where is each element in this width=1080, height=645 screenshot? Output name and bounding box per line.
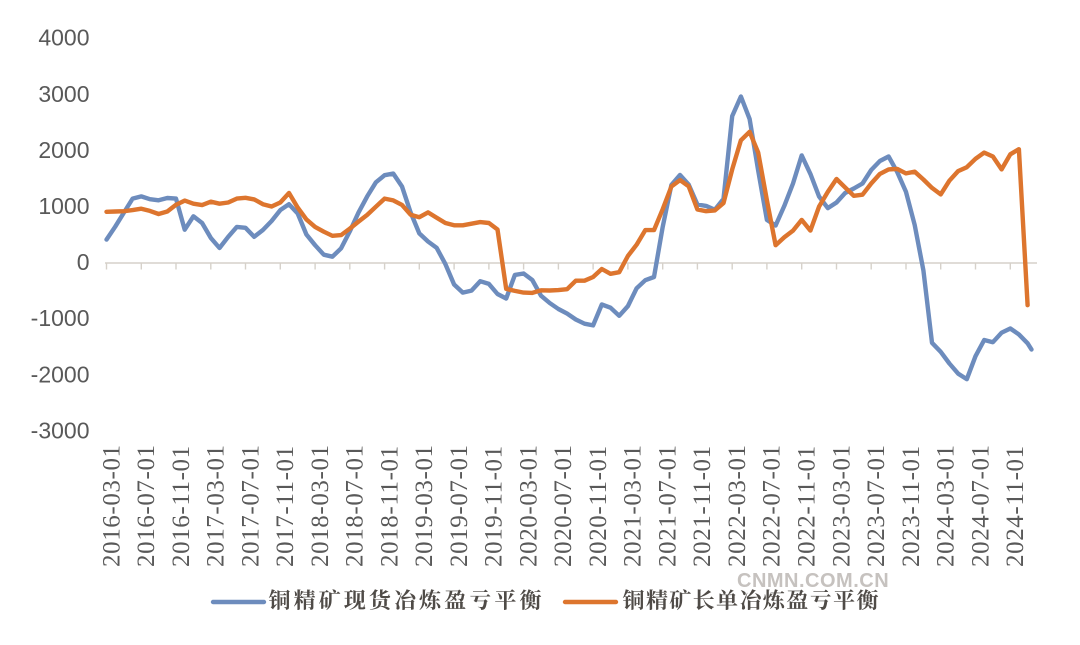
- svg-text:2000: 2000: [38, 137, 89, 163]
- svg-text:2023-11-01: 2023-11-01: [898, 445, 925, 567]
- svg-text:-2000: -2000: [31, 361, 90, 387]
- svg-text:2021-03-01: 2021-03-01: [620, 444, 647, 567]
- svg-text:2019-03-01: 2019-03-01: [411, 444, 438, 567]
- svg-text:2022-11-01: 2022-11-01: [794, 445, 821, 567]
- svg-text:2018-11-01: 2018-11-01: [376, 445, 403, 567]
- svg-text:0: 0: [77, 249, 90, 275]
- svg-text:2016-07-01: 2016-07-01: [133, 444, 160, 567]
- svg-text:2020-07-01: 2020-07-01: [550, 444, 577, 567]
- svg-text:2024-03-01: 2024-03-01: [933, 444, 960, 567]
- svg-text:2022-03-01: 2022-03-01: [724, 444, 751, 567]
- svg-text:2023-03-01: 2023-03-01: [828, 444, 855, 567]
- svg-text:2024-11-01: 2024-11-01: [1002, 445, 1029, 567]
- svg-text:2018-07-01: 2018-07-01: [342, 444, 369, 567]
- svg-text:2016-03-01: 2016-03-01: [98, 444, 125, 567]
- svg-text:1000: 1000: [38, 193, 89, 219]
- svg-text:4000: 4000: [38, 25, 89, 51]
- svg-text:2018-03-01: 2018-03-01: [307, 444, 334, 567]
- svg-text:2022-07-01: 2022-07-01: [759, 444, 786, 567]
- svg-text:2017-11-01: 2017-11-01: [272, 445, 299, 567]
- svg-text:3000: 3000: [38, 81, 89, 107]
- svg-text:2021-07-01: 2021-07-01: [655, 444, 682, 567]
- svg-text:2019-11-01: 2019-11-01: [481, 445, 508, 567]
- svg-text:2019-07-01: 2019-07-01: [446, 444, 473, 567]
- svg-text:2021-11-01: 2021-11-01: [689, 445, 716, 567]
- svg-text:2017-03-01: 2017-03-01: [203, 444, 230, 567]
- svg-text:-3000: -3000: [31, 417, 90, 443]
- svg-text:2024-07-01: 2024-07-01: [967, 444, 994, 567]
- svg-text:-1000: -1000: [31, 305, 90, 331]
- svg-text:2017-07-01: 2017-07-01: [237, 444, 264, 567]
- svg-text:2023-07-01: 2023-07-01: [863, 444, 890, 567]
- svg-text:2020-11-01: 2020-11-01: [585, 445, 612, 567]
- svg-text:CNMN.COM.CN: CNMN.COM.CN: [737, 570, 889, 592]
- svg-text:2020-03-01: 2020-03-01: [515, 444, 542, 567]
- svg-text:2016-11-01: 2016-11-01: [168, 445, 195, 567]
